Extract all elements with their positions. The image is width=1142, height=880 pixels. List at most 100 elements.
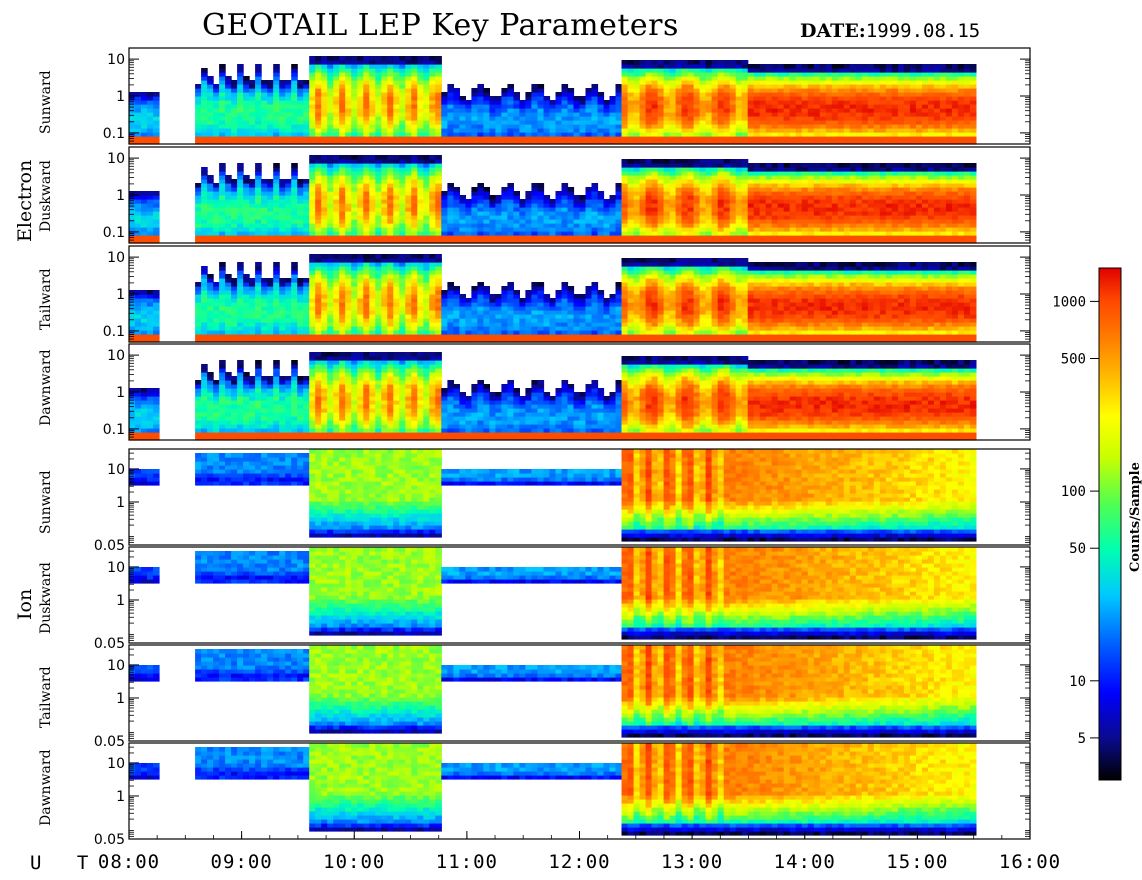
spectrogram-cell: [279, 207, 286, 212]
spectrogram-cell: [375, 104, 382, 109]
spectrogram-cell: [873, 136, 881, 141]
spectrogram-cell: [915, 219, 923, 224]
spectrogram-cell: [735, 167, 743, 172]
spectrogram-cell: [735, 175, 743, 180]
spectrogram-cell: [453, 132, 460, 137]
spectrogram-cell: [657, 227, 665, 232]
spectrogram-cell: [411, 215, 418, 220]
spectrogram-cell: [531, 120, 538, 125]
spectrogram-cell: [723, 80, 731, 85]
spectrogram-cell: [225, 124, 232, 129]
spectrogram-cell: [951, 203, 959, 208]
spectrogram-cell: [933, 167, 941, 172]
spectrogram-cell: [795, 227, 803, 232]
spectrogram-cell: [567, 112, 575, 117]
spectrogram-cell: [345, 140, 352, 145]
spectrogram-cell: [471, 203, 478, 208]
spectrogram-cell: [753, 163, 761, 168]
spectrogram-cell: [705, 136, 713, 141]
spectrogram-cell: [393, 136, 400, 141]
spectrogram-cell: [375, 96, 382, 101]
spectrogram-cell: [279, 187, 286, 192]
spectrogram-cell: [495, 116, 502, 121]
spectrogram-cell: [555, 124, 563, 129]
spectrogram-cell: [267, 116, 274, 121]
spectrogram-cell: [783, 96, 791, 101]
spectrogram-cell: [243, 84, 250, 89]
spectrogram-cell: [435, 227, 442, 232]
spectrogram-cell: [333, 155, 340, 160]
spectrogram-cell: [747, 128, 755, 133]
spectrogram-cell: [921, 199, 929, 204]
spectrogram-cell: [639, 171, 647, 176]
spectrogram-cell: [837, 80, 845, 85]
spectrogram-cell: [621, 80, 629, 85]
spectrogram-cell: [393, 112, 400, 117]
spectrogram-cell: [735, 227, 743, 232]
spectrogram-cell: [825, 195, 833, 200]
spectrogram-cell: [531, 104, 538, 109]
spectrogram-cell: [675, 219, 683, 224]
spectrogram-cell: [903, 132, 911, 137]
spectrogram-cell: [147, 231, 154, 236]
spectrogram-cell: [777, 235, 785, 240]
spectrogram-cell: [777, 199, 785, 204]
spectrogram-cell: [423, 159, 430, 164]
spectrogram-cell: [315, 179, 322, 184]
spectrogram-cell: [765, 116, 773, 121]
spectrogram-cell: [747, 96, 755, 101]
spectrogram-cell: [969, 104, 977, 109]
spectrogram-cell: [351, 239, 358, 244]
spectrogram-cell: [417, 171, 424, 176]
spectrogram-cell: [927, 171, 935, 176]
spectrogram-cell: [441, 239, 448, 244]
spectrogram-cell: [783, 195, 791, 200]
spectrogram-cell: [339, 108, 346, 113]
spectrogram-cell: [717, 124, 725, 129]
spectrogram-cell: [477, 223, 484, 228]
spectrogram-cell: [687, 88, 695, 93]
spectrogram-cell: [537, 116, 545, 121]
spectrogram-cell: [339, 60, 346, 65]
spectrogram-cell: [831, 167, 839, 172]
spectrogram-cell: [933, 140, 941, 145]
spectrogram-cell: [771, 187, 779, 192]
spectrogram-cell: [303, 227, 310, 232]
spectrogram-cell: [321, 159, 328, 164]
spectrogram-cell: [519, 128, 526, 133]
spectrogram-cell: [747, 215, 755, 220]
spectrogram-cell: [663, 203, 671, 208]
spectrogram-cell: [393, 128, 400, 133]
spectrogram-cell: [807, 187, 815, 192]
spectrogram-cell: [843, 112, 851, 117]
spectrogram-cell: [831, 124, 839, 129]
spectrogram-cell: [759, 64, 767, 69]
spectrogram-cell: [855, 100, 863, 105]
spectrogram-cell: [489, 219, 496, 224]
spectrogram-cell: [195, 104, 202, 109]
spectrogram-cell: [405, 128, 412, 133]
spectrogram-cell: [945, 167, 953, 172]
spectrogram-cell: [585, 124, 593, 129]
spectrogram-cell: [651, 215, 659, 220]
spectrogram-cell: [537, 191, 545, 196]
spectrogram-cell: [591, 84, 599, 89]
spectrogram-cell: [903, 128, 911, 133]
spectrogram-cell: [621, 239, 629, 244]
spectrogram-cell: [783, 104, 791, 109]
spectrogram-cell: [621, 219, 629, 224]
spectrogram-cell: [585, 199, 593, 204]
spectrogram-cell: [153, 195, 160, 200]
spectrogram-cell: [939, 171, 947, 176]
spectrogram-cell: [717, 191, 725, 196]
spectrogram-cell: [411, 120, 418, 125]
spectrogram-cell: [591, 120, 599, 125]
spectrogram-cell: [909, 108, 917, 113]
spectrogram-cell: [303, 211, 310, 216]
spectrogram-cell: [237, 183, 244, 188]
spectrogram-cell: [309, 120, 316, 125]
spectrogram-cell: [249, 120, 256, 125]
spectrogram-cell: [897, 84, 905, 89]
spectrogram-cell: [225, 195, 232, 200]
spectrogram-cell: [405, 56, 412, 61]
